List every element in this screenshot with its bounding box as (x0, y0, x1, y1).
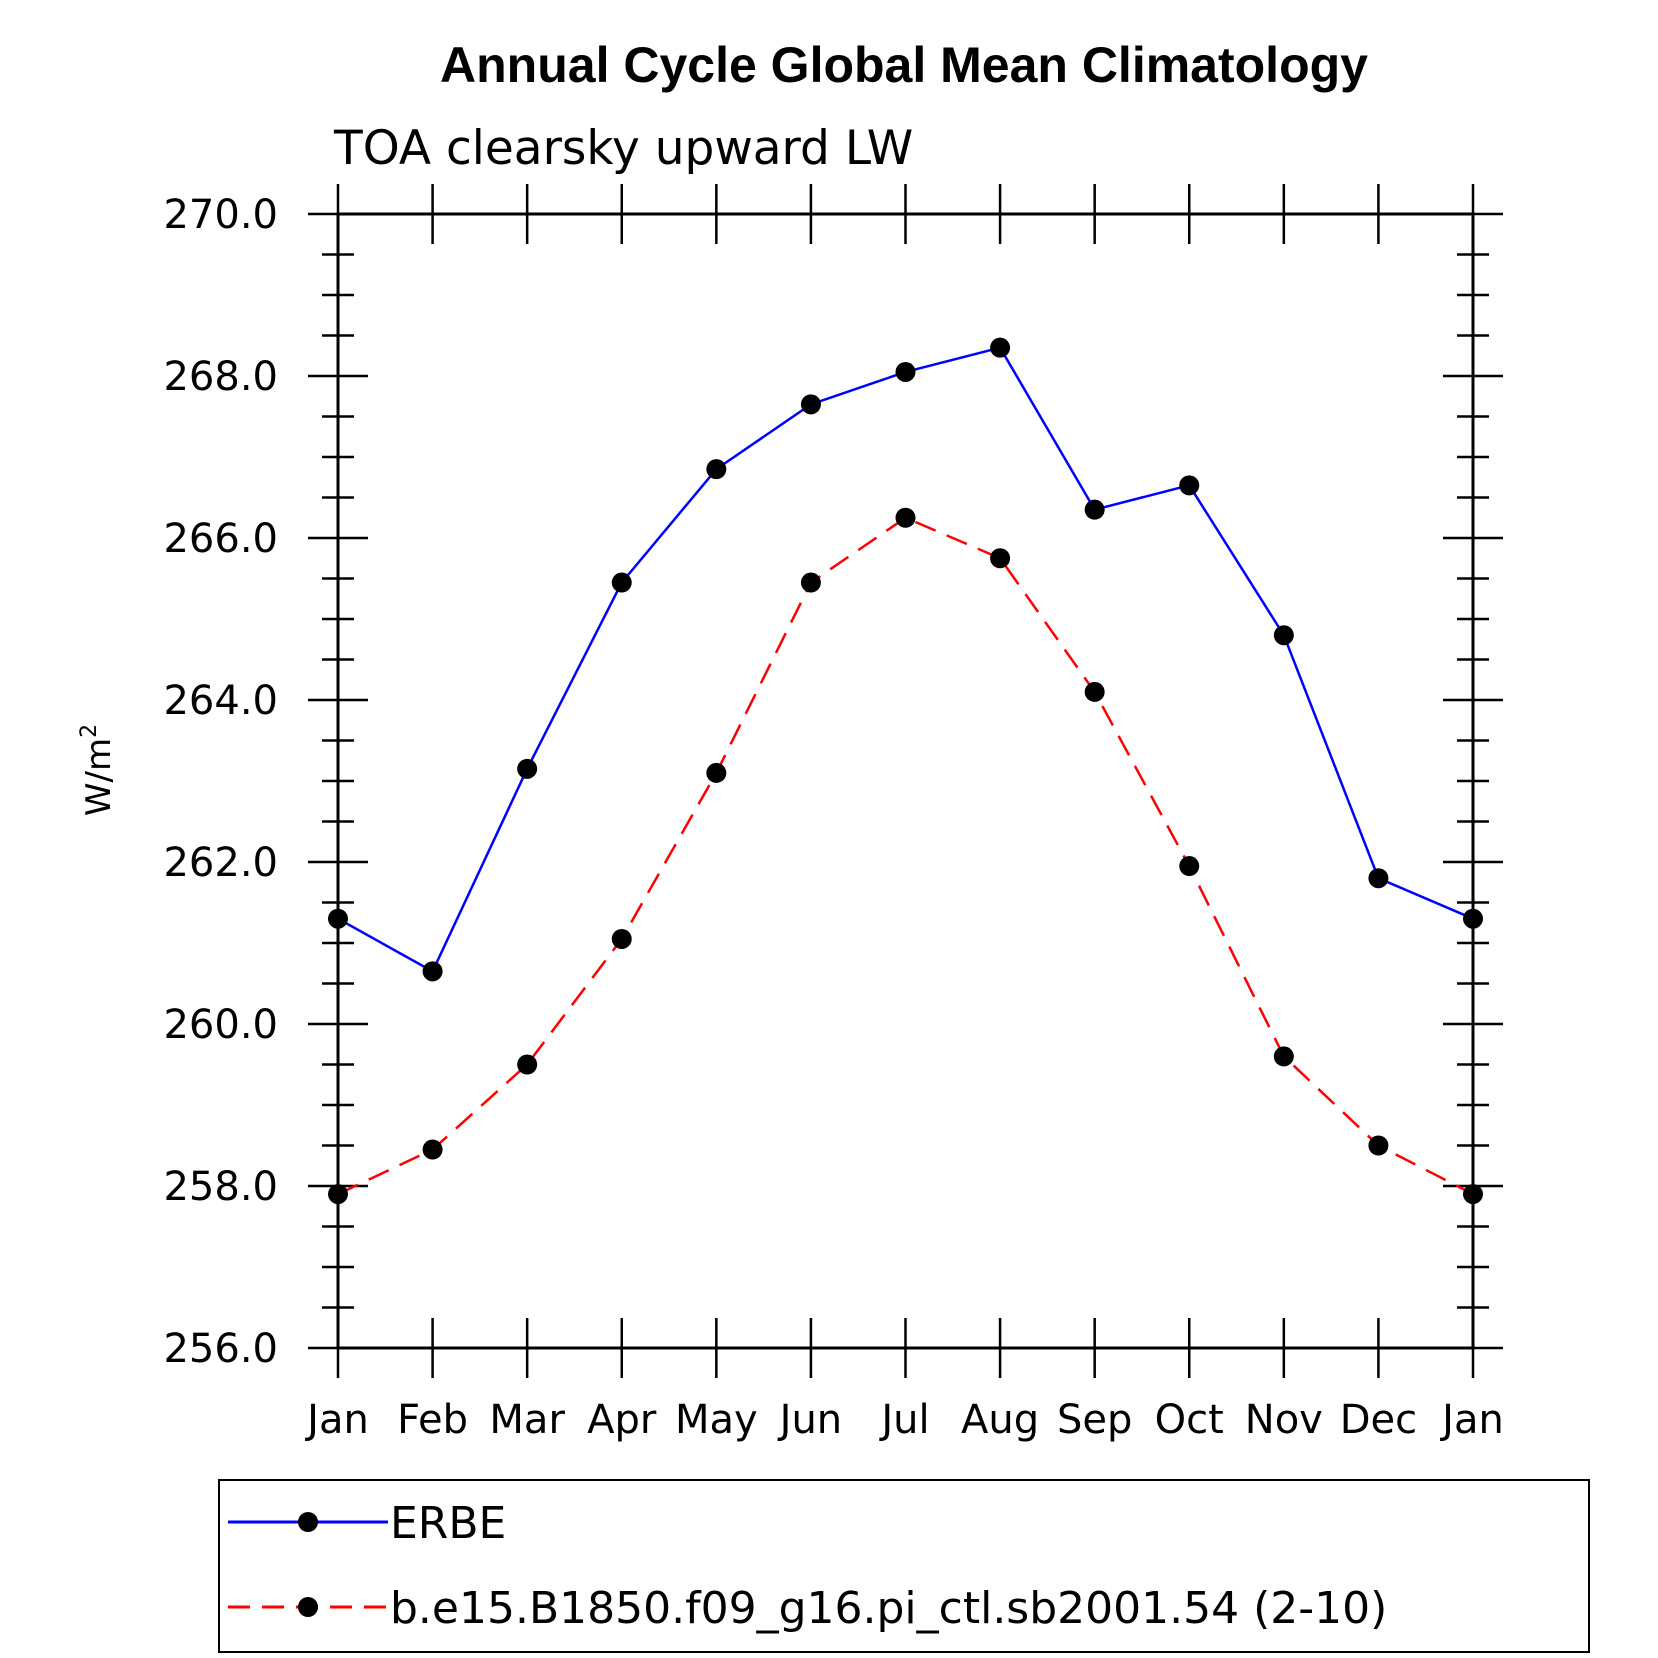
legend-label-erbe: ERBE (390, 1498, 506, 1549)
data-point (1179, 856, 1200, 877)
x-tick-label: May (675, 1397, 758, 1443)
x-tick-label: Sep (1057, 1397, 1132, 1443)
y-tick-label: 262.0 (163, 840, 278, 886)
data-point (611, 928, 632, 949)
y-axis-label: W/m2 (77, 724, 119, 816)
data-point (990, 548, 1011, 569)
plot-frame (336, 212, 1475, 1350)
series-line-1 (337, 516, 1474, 1196)
data-point (1084, 681, 1105, 702)
data-point (1463, 908, 1483, 929)
x-tick-label: Jul (878, 1397, 929, 1443)
legend-marker-model (298, 1597, 318, 1617)
y-tick-label: 268.0 (163, 354, 278, 400)
y-tick-label: 256.0 (163, 1326, 278, 1372)
x-tick-label: Nov (1245, 1397, 1323, 1443)
x-tick-labels: Jan Feb Mar Apr May Jun Jul Aug Sep Oct Nov Dec Jan (304, 1397, 1504, 1443)
legend-marker-erbe (298, 1512, 318, 1532)
series-layer (328, 337, 1483, 1205)
y-axis-label-text: W/m (79, 738, 119, 816)
x-tick-label: Apr (587, 1397, 657, 1443)
data-point (800, 394, 821, 415)
data-point (895, 507, 916, 528)
y-tick-labels: 256.0 258.0 260.0 262.0 264.0 266.0 268.0 270.0 (163, 192, 278, 1372)
x-tick-label: Jun (777, 1397, 843, 1443)
data-point (706, 762, 727, 783)
y-tick-label: 264.0 (163, 678, 278, 724)
legend: ERBE b.e15.B1850.f09_g16.pi_ctl.sb2001.5… (218, 1479, 1590, 1653)
x-tick-label: Mar (489, 1397, 565, 1443)
data-point (1368, 1135, 1389, 1156)
series-line-0 (337, 346, 1474, 974)
data-point (611, 572, 632, 593)
y-tick-label: 258.0 (163, 1164, 278, 1210)
data-point (1273, 625, 1294, 646)
legend-label-model: b.e15.B1850.f09_g16.pi_ctl.sb2001.54 (2-… (390, 1583, 1387, 1634)
data-point (328, 1184, 348, 1205)
data-point (328, 908, 348, 929)
data-point (1273, 1046, 1294, 1067)
y-tick-label: 266.0 (163, 516, 278, 562)
x-tick-label: Jan (304, 1397, 369, 1443)
data-point (800, 572, 821, 593)
x-tick-label: Dec (1340, 1397, 1417, 1443)
data-point (1463, 1184, 1483, 1205)
y-tick-label: 260.0 (163, 1002, 278, 1048)
x-tick-label: Aug (961, 1397, 1039, 1443)
data-point (706, 459, 727, 480)
x-tick-label: Jan (1439, 1397, 1504, 1443)
legend-box (218, 1479, 1590, 1653)
x-tick-label: Feb (397, 1397, 468, 1443)
y-axis-label-superscript: 2 (77, 724, 102, 738)
data-point (1179, 475, 1200, 496)
data-point (422, 961, 443, 982)
x-tick-label: Oct (1155, 1397, 1224, 1443)
data-point (517, 758, 538, 779)
data-point (422, 1139, 443, 1160)
data-point (990, 337, 1011, 358)
svg-text:W/m2: W/m2 (77, 724, 119, 816)
chart-subtitle: TOA clearsky upward LW (333, 121, 913, 176)
y-tick-label: 270.0 (163, 192, 278, 238)
data-point (1368, 868, 1389, 889)
data-point (895, 361, 916, 382)
chart-title: Annual Cycle Global Mean Climatology (440, 37, 1368, 93)
data-point (517, 1054, 538, 1075)
data-point (1084, 499, 1105, 520)
